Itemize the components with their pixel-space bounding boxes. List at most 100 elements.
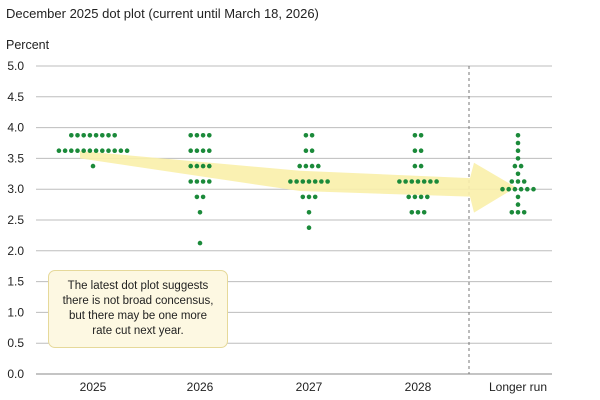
data-dot (425, 194, 430, 200)
data-dot (81, 133, 86, 138)
data-dot (319, 179, 324, 184)
data-dot (515, 133, 521, 138)
data-dot (118, 148, 124, 153)
data-dot (303, 148, 309, 153)
data-dot (200, 148, 206, 153)
x-tick-label: 2026 (187, 380, 214, 394)
data-dot (521, 179, 527, 184)
data-dot (412, 194, 418, 200)
data-dot (188, 179, 193, 184)
x-tick-label: Longer run (489, 380, 547, 394)
data-dot (87, 148, 93, 153)
data-dot (288, 179, 293, 184)
data-dot (306, 210, 312, 215)
data-dot (200, 163, 206, 169)
data-dot (515, 156, 521, 161)
data-dot (406, 194, 412, 200)
data-dot (418, 163, 424, 169)
y-tick-label: 0.5 (7, 336, 24, 350)
data-dot (421, 179, 427, 184)
data-dot (415, 210, 421, 215)
data-dot (112, 148, 117, 153)
y-tick-label: 0.0 (7, 367, 24, 381)
data-dot (294, 179, 299, 184)
x-tick-label: 2027 (296, 380, 323, 394)
data-dot (515, 140, 521, 146)
data-dot (93, 148, 99, 153)
data-dot (312, 179, 318, 184)
data-dot (75, 148, 80, 153)
data-dot (106, 148, 111, 153)
data-dot (100, 148, 105, 153)
chart-title: December 2025 dot plot (current until Ma… (6, 6, 319, 21)
data-dot (515, 210, 521, 215)
data-dot (106, 133, 111, 138)
data-dot (69, 148, 74, 153)
y-tick-label: 5.0 (7, 59, 24, 73)
data-dot (525, 186, 530, 192)
data-dot (515, 148, 521, 153)
data-dot (428, 179, 433, 184)
data-dot (306, 194, 312, 200)
annotation-text: The latest dot plot suggests there is no… (62, 280, 214, 337)
annotation-callout: The latest dot plot suggests there is no… (48, 270, 228, 348)
data-dot (512, 186, 518, 192)
y-tick-label: 3.5 (7, 151, 24, 165)
data-dot (100, 133, 105, 138)
data-dot (412, 148, 418, 153)
data-dot (194, 179, 200, 184)
data-dot (418, 133, 424, 138)
data-dot (81, 148, 86, 153)
data-dot (93, 133, 99, 138)
y-tick-label: 1.5 (7, 275, 24, 289)
data-dot (309, 148, 315, 153)
data-dot (412, 133, 418, 138)
data-dot (518, 186, 524, 192)
data-dot (500, 186, 505, 192)
data-dot (509, 210, 515, 215)
data-dot (62, 148, 68, 153)
data-dot (200, 133, 206, 138)
data-dot (197, 210, 203, 215)
data-dot (509, 179, 515, 184)
data-dot (297, 163, 303, 169)
data-dot (194, 194, 200, 200)
data-dot (506, 186, 512, 192)
data-dot (531, 186, 536, 192)
data-dot (207, 148, 212, 153)
data-dot (194, 133, 200, 138)
data-dot (300, 194, 306, 200)
data-dot (188, 148, 193, 153)
data-dot (207, 133, 212, 138)
data-dot (90, 163, 96, 169)
y-tick-label: 2.5 (7, 213, 24, 227)
data-dot (515, 202, 521, 207)
data-dot (316, 163, 321, 169)
data-dot (325, 179, 330, 184)
data-dot (306, 225, 312, 230)
x-tick-label: 2025 (80, 380, 107, 394)
data-dot (87, 133, 93, 138)
data-dot (112, 133, 117, 138)
data-dot (188, 133, 193, 138)
data-dot (194, 163, 200, 169)
y-tick-label: 4.5 (7, 90, 24, 104)
data-dot (397, 179, 402, 184)
x-tick-label: 2028 (405, 380, 432, 394)
data-dot (312, 194, 318, 200)
data-dot (415, 179, 421, 184)
data-dot (194, 148, 200, 153)
y-tick-label: 4.0 (7, 121, 24, 135)
data-dot (309, 163, 315, 169)
data-dot (418, 148, 424, 153)
data-dot (69, 133, 74, 138)
data-dot (512, 163, 518, 169)
data-dot (197, 240, 203, 246)
data-dot (303, 163, 309, 169)
data-dot (200, 194, 206, 200)
data-dot (409, 210, 415, 215)
y-tick-label: 1.0 (7, 305, 24, 319)
data-dot (124, 148, 130, 153)
data-dot (309, 133, 315, 138)
